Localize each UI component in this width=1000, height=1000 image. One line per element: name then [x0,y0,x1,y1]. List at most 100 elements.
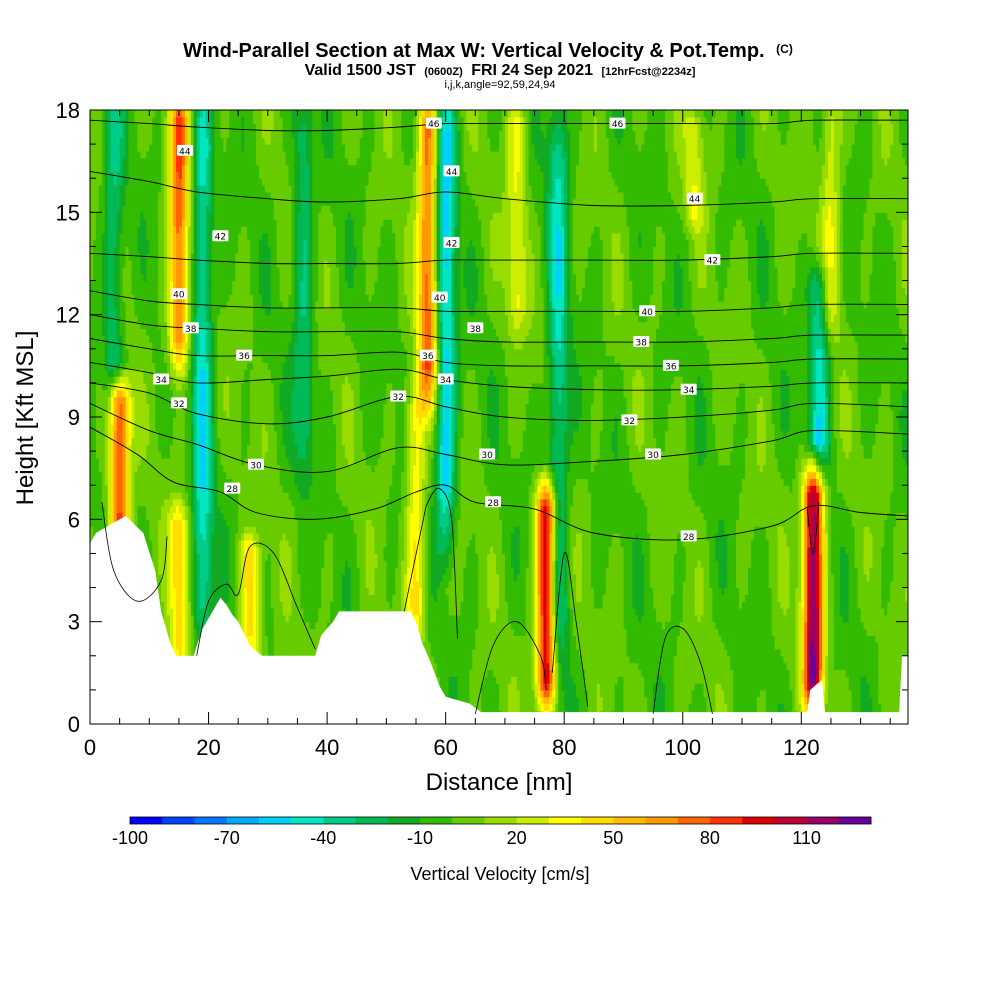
velocity-cell [113,307,118,316]
velocity-cell [134,273,139,282]
velocity-cell [90,417,94,425]
velocity-cell [119,505,124,514]
velocity-cell [131,492,136,500]
velocity-cell [167,137,171,145]
velocity-cell [128,273,133,282]
velocity-cell [92,512,97,520]
velocity-cell [178,355,183,364]
velocity-cell [175,539,180,548]
velocity-cell [128,314,133,323]
velocity-cell [158,539,162,548]
velocity-cell [190,396,195,404]
velocity-cell [95,301,100,309]
velocity-cell [164,382,168,391]
velocity-cell [181,417,186,425]
velocity-cell [208,376,213,384]
velocity-cell [122,198,127,207]
velocity-cell [146,321,150,329]
velocity-cell [164,157,168,166]
velocity-cell [190,185,195,193]
velocity-cell [208,423,213,432]
velocity-cell [101,280,106,288]
velocity-cell [137,280,141,288]
velocity-cell [92,321,97,329]
velocity-cell [164,232,168,241]
velocity-cell [137,492,141,500]
velocity-cell [95,492,100,500]
velocity-cell [137,266,141,275]
velocity-cell [167,505,171,514]
velocity-cell [110,396,115,404]
velocity-cell [98,464,103,473]
velocity-cell [146,287,150,295]
velocity-cell [119,464,124,473]
velocity-cell [164,328,168,336]
velocity-cell [122,396,127,404]
velocity-cell [98,451,103,459]
velocity-cell [92,178,97,186]
velocity-cell [92,430,97,439]
velocity-cell [164,171,168,179]
velocity-cell [107,191,112,200]
velocity-cell [172,307,177,316]
velocity-cell [170,512,174,520]
velocity-cell [202,171,207,179]
velocity-cell [181,260,186,268]
velocity-cell [161,430,165,439]
velocity-cell [193,423,198,432]
velocity-cell [172,335,177,343]
velocity-cell [193,110,198,111]
velocity-cell [155,321,159,329]
velocity-cell [146,382,150,391]
velocity-cell [149,519,153,527]
velocity-cell [199,369,204,377]
velocity-cell [140,110,144,118]
velocity-cell [187,464,192,473]
velocity-cell [104,287,109,295]
velocity-cell [184,137,189,145]
velocity-cell [152,239,156,248]
velocity-cell [101,253,106,261]
velocity-cell [172,628,177,636]
velocity-cell [152,369,156,377]
velocity-cell [143,498,147,507]
velocity-cell [199,185,204,193]
velocity-cell [175,205,180,213]
velocity-cell [104,266,109,275]
velocity-cell [190,560,195,568]
velocity-cell [92,253,97,261]
velocity-cell [131,178,136,186]
velocity-cell [164,253,168,261]
velocity-cell [110,301,115,309]
velocity-cell [122,287,127,295]
velocity-cell [137,157,141,166]
velocity-cell [95,369,100,377]
velocity-cell [190,341,195,350]
velocity-cell [208,526,213,534]
velocity-cell [172,457,177,466]
velocity-cell [172,635,177,643]
velocity-cell [128,512,133,520]
velocity-cell [196,355,201,364]
velocity-cell [98,239,103,248]
velocity-cell [137,191,141,200]
velocity-cell [187,178,192,186]
velocity-cell [104,451,109,459]
velocity-cell [122,266,127,275]
velocity-cell [202,417,207,425]
velocity-cell [125,260,130,268]
velocity-cell [101,266,106,275]
velocity-cell [149,335,153,343]
velocity-cell [155,519,159,527]
velocity-cell [104,191,109,200]
velocity-cell [146,437,150,445]
velocity-cell [170,594,174,602]
velocity-cell [196,273,201,282]
velocity-cell [101,519,106,527]
velocity-cell [196,294,201,302]
velocity-cell [101,451,106,459]
velocity-cell [104,485,109,493]
velocity-cell [131,232,136,241]
velocity-cell [196,130,201,138]
velocity-cell [92,280,97,288]
